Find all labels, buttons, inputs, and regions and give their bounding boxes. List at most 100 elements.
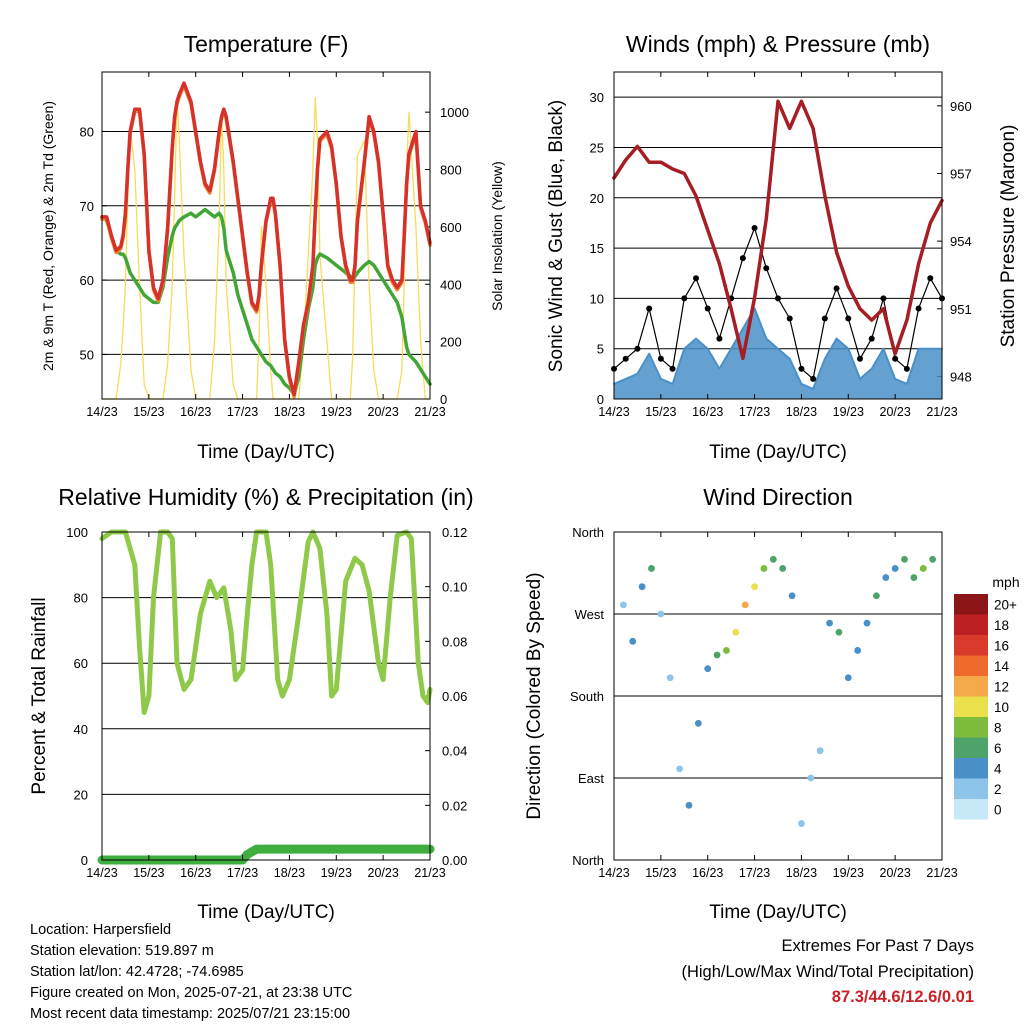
direction-point — [704, 665, 712, 673]
created-text: Figure created on Mon, 2025-07-21, at 23… — [30, 985, 353, 1001]
rh-right-tick-label: 0.08 — [442, 634, 467, 649]
temp-right-tick-label: 0 — [440, 392, 447, 407]
direction-point — [723, 647, 730, 654]
direction-point — [666, 674, 674, 682]
winds-y-tick-label: 0 — [597, 392, 604, 407]
direction-point — [901, 555, 908, 563]
rh-series-line — [99, 529, 433, 715]
speed-legend-swatch — [954, 717, 988, 738]
speed-legend-title: mph — [992, 574, 1019, 590]
speed-legend-label: 2 — [994, 782, 1002, 797]
winds-y-tick-label: 20 — [590, 191, 604, 206]
rh-x-tick-label: 16/23 — [180, 866, 211, 880]
rh-y-tick-label: 100 — [66, 525, 88, 540]
rh-x-tick-label: 19/23 — [321, 866, 352, 880]
direction-point — [863, 619, 871, 627]
winds-y-axis-label: Sonic Wind & Gust (Blue, Black) — [546, 100, 567, 372]
winds-right-tick-label: 957 — [950, 166, 972, 181]
direction-point — [844, 674, 852, 682]
sonic-wind-series-line — [613, 307, 943, 390]
temp-x-tick-label: 18/23 — [274, 405, 305, 419]
winds-x-tick-label: 16/23 — [692, 405, 723, 419]
winds-y-tick-label: 30 — [590, 90, 604, 105]
winds-right-tick-label: 948 — [950, 369, 972, 384]
rh-x-tick-label: 17/23 — [227, 866, 258, 880]
dir-x-tick-label: 18/23 — [786, 866, 817, 880]
temp-y-tick-label: 70 — [80, 199, 94, 214]
extremes-title: Extremes For Past 7 Days — [781, 937, 974, 955]
speed-legend-label: 16 — [994, 638, 1009, 653]
direction-point — [919, 565, 927, 572]
temp-y-axis-label: 2m & 9m T (Red, Orange) & 2m Td (Green) — [40, 101, 56, 371]
temp-right-tick-label: 800 — [440, 163, 462, 178]
dewpoint-series-line — [100, 207, 432, 397]
speed-legend-label: 10 — [994, 700, 1009, 715]
latlon-text: Station lat/lon: 42.4728; -74.6985 — [30, 964, 244, 980]
dir-x-tick-label: 17/23 — [739, 866, 770, 880]
direction-point — [619, 601, 627, 609]
rh-chart-title: Relative Humidity (%) & Precipitation (i… — [58, 484, 473, 510]
temp-x-tick-label: 14/23 — [86, 405, 117, 419]
rh-right-tick-label: 0.10 — [442, 580, 467, 595]
dir-x-tick-label: 21/23 — [926, 866, 957, 880]
direction-point — [732, 628, 740, 636]
rh-right-tick-label: 0.06 — [442, 689, 467, 704]
dir-x-tick-label: 20/23 — [880, 866, 911, 880]
dir-y-tick-label: North — [572, 853, 604, 868]
speed-legend-swatch — [954, 635, 988, 656]
rh-right-tick-label: 0.02 — [442, 798, 467, 813]
direction-point — [873, 592, 880, 600]
rh-plot-frame — [101, 531, 431, 861]
precip-series-line — [97, 844, 435, 865]
extremes-values: 87.3/44.6/12.6/0.01 — [831, 988, 974, 1006]
recent-text: Most recent data timestamp: 2025/07/21 2… — [30, 1006, 351, 1022]
winds-x-tick-label: 17/23 — [739, 405, 770, 419]
winds-y-tick-label: 10 — [590, 291, 604, 306]
direction-point — [629, 637, 637, 645]
temp-right-tick-label: 200 — [440, 335, 462, 350]
rh-y-tick-label: 20 — [74, 787, 88, 802]
speed-legend-swatch — [954, 778, 988, 799]
temp-2m-series-line — [100, 81, 432, 397]
station-info: Location: Harpersfield Station elevation… — [30, 920, 352, 1025]
speed-legend-label: 14 — [994, 659, 1010, 674]
dir-chart-title: Wind Direction — [703, 484, 853, 510]
temp-x-tick-label: 20/23 — [368, 405, 399, 419]
temp-y-tick-label: 60 — [80, 273, 94, 288]
dir-plot-frame — [613, 531, 943, 861]
winds-x-tick-label: 19/23 — [833, 405, 864, 419]
winds-right-axis-label: Station Pressure (Maroon) — [998, 125, 1019, 348]
direction-point — [807, 774, 815, 782]
temp-right-axis-label: Solar Insolation (Yellow) — [489, 161, 505, 311]
speed-legend-swatch — [954, 696, 988, 717]
rh-x-tick-label: 15/23 — [133, 866, 164, 880]
rh-y-tick-label: 40 — [74, 722, 88, 737]
winds-x-tick-label: 18/23 — [786, 405, 817, 419]
winds-plot-frame — [613, 71, 943, 400]
temp-x-axis-label: Time (Day/UTC) — [197, 442, 335, 463]
direction-point — [638, 583, 646, 591]
temp-right-tick-label: 400 — [440, 277, 462, 292]
temp-right-tick-label: 600 — [440, 220, 462, 235]
temp-x-tick-label: 21/23 — [414, 405, 445, 419]
speed-legend-label: 18 — [994, 618, 1009, 633]
winds-y-tick-label: 5 — [597, 342, 604, 357]
speed-legend-label: 0 — [994, 802, 1002, 817]
direction-point — [798, 820, 805, 827]
extremes-subtitle: (High/Low/Max Wind/Total Precipitation) — [681, 962, 974, 981]
temp-plot-frame — [101, 71, 431, 400]
winds-right-tick-label: 951 — [950, 302, 972, 317]
dir-x-tick-label: 14/23 — [598, 866, 629, 880]
winds-chart-title: Winds (mph) & Pressure (mb) — [626, 31, 930, 57]
direction-point — [648, 565, 655, 572]
speed-legend-label: 20+ — [994, 597, 1017, 612]
rh-x-tick-label: 18/23 — [274, 866, 305, 880]
speed-legend-label: 8 — [994, 720, 1002, 735]
direction-point — [741, 601, 749, 609]
speed-legend-swatch — [954, 676, 988, 697]
temp-9m-series-line — [100, 83, 432, 399]
dir-y-tick-label: West — [575, 607, 605, 622]
rh-y-tick-label: 0 — [81, 853, 88, 868]
temp-x-tick-label: 16/23 — [180, 405, 211, 419]
